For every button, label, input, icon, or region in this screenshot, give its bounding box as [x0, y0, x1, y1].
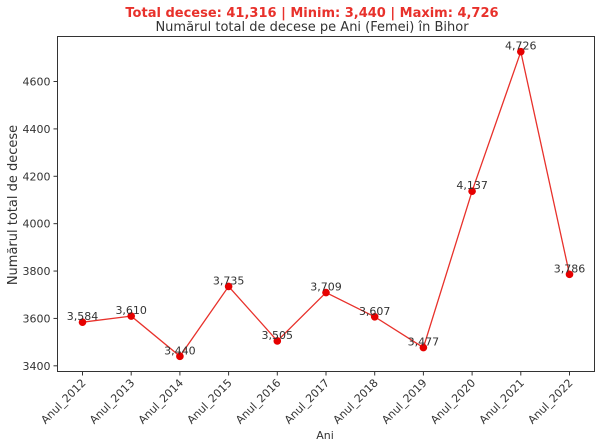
data-point	[127, 312, 135, 320]
x-tick-label: Anul_2014	[136, 376, 186, 426]
x-axis-label: Ani	[316, 429, 334, 442]
data-label: 3,735	[213, 274, 245, 287]
data-label: 3,584	[67, 310, 99, 323]
x-tick-label: Anul_2016	[233, 376, 283, 426]
data-point	[419, 343, 428, 352]
x-tick-label: Anul_2022	[525, 376, 575, 426]
y-tick-label: 4400	[23, 123, 51, 136]
data-point	[517, 47, 525, 56]
data-point	[176, 352, 184, 361]
data-point	[565, 270, 574, 279]
data-point	[370, 312, 379, 321]
chart-suptitle: Total decese: 41,316 | Minim: 3,440 | Ma…	[125, 6, 498, 21]
x-tick-label: Anul_2015	[184, 376, 234, 426]
x-tick-label: Anul_2018	[331, 376, 381, 426]
data-label: 3,477	[408, 336, 440, 349]
y-tick-label: 3400	[23, 360, 51, 373]
data-label: 4,137	[456, 179, 488, 192]
data-label: 4,726	[505, 40, 537, 53]
data-point	[468, 187, 476, 196]
x-tick-label: Anul_2012	[38, 376, 88, 426]
y-tick-label: 3600	[23, 312, 51, 325]
y-axis-ticks: 3400 3600 3800 4000 4200 4400 4600	[23, 76, 58, 373]
series-line	[82, 49, 571, 358]
y-tick-label: 4000	[23, 218, 51, 231]
data-label: 3,607	[359, 305, 391, 318]
y-axis-label: Numărul total de decese	[6, 125, 21, 285]
x-tick-label: Anul_2019	[379, 376, 429, 426]
data-point	[273, 337, 282, 345]
data-point	[224, 282, 233, 291]
data-label: 3,505	[262, 329, 294, 342]
x-tick-label: Anul_2017	[282, 376, 332, 426]
data-label: 3,610	[115, 304, 147, 317]
x-tick-label: Anul_2020	[428, 376, 478, 426]
y-tick-label: 3800	[23, 265, 51, 278]
data-points	[78, 47, 574, 361]
data-label: 3,709	[310, 281, 342, 294]
x-tick-label: Anul_2013	[87, 376, 137, 426]
data-label: 3,786	[554, 262, 586, 275]
x-tick-label: Anul_2021	[477, 376, 527, 426]
y-tick-label: 4600	[23, 76, 51, 89]
data-label: 3,440	[164, 344, 196, 357]
y-tick-label: 4200	[23, 170, 51, 183]
data-point	[322, 288, 330, 297]
x-axis-ticks: Anul_2012Anul_2013Anul_2014Anul_2015Anul…	[38, 371, 576, 427]
data-labels: 3,584 3,610 3,440 3,735 3,505 3,709 3,607 3,477…	[67, 40, 586, 358]
data-point	[78, 318, 87, 327]
chart-title: Numărul total de decese pe Ani (Femei) î…	[155, 20, 469, 35]
